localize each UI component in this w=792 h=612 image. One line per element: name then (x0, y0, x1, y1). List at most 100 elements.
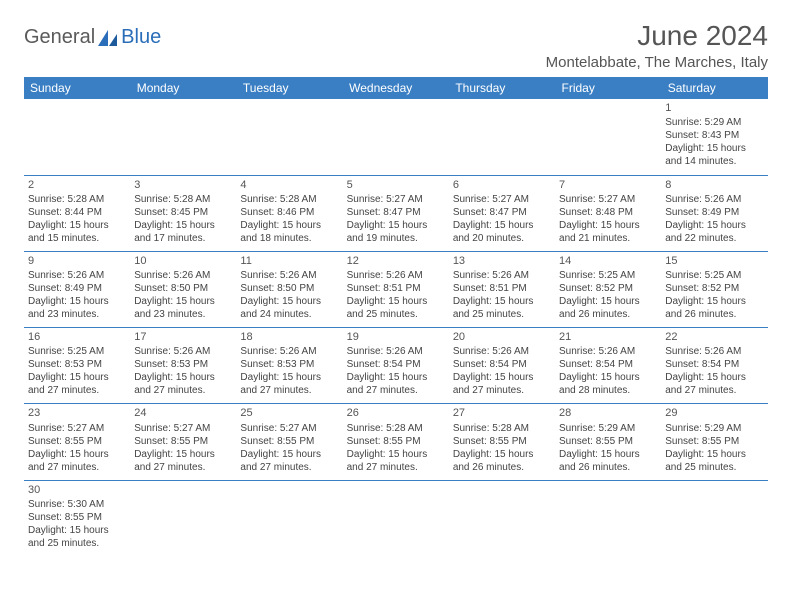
calendar-cell (343, 99, 449, 175)
calendar-cell: 29Sunrise: 5:29 AMSunset: 8:55 PMDayligh… (661, 404, 767, 480)
sunrise-text: Sunrise: 5:28 AM (28, 193, 126, 206)
calendar-cell: 13Sunrise: 5:26 AMSunset: 8:51 PMDayligh… (449, 251, 555, 327)
sunrise-text: Sunrise: 5:28 AM (347, 422, 445, 435)
calendar-row: 23Sunrise: 5:27 AMSunset: 8:55 PMDayligh… (24, 404, 768, 480)
sunset-text: Sunset: 8:50 PM (134, 282, 232, 295)
calendar-cell: 22Sunrise: 5:26 AMSunset: 8:54 PMDayligh… (661, 328, 767, 404)
header: General Blue June 2024 Montelabbate, The… (24, 20, 768, 71)
calendar-cell (130, 99, 236, 175)
daylight-text: Daylight: 15 hours and 28 minutes. (559, 371, 657, 397)
sunset-text: Sunset: 8:54 PM (453, 358, 551, 371)
daylight-text: Daylight: 15 hours and 27 minutes. (347, 371, 445, 397)
sunset-text: Sunset: 8:54 PM (665, 358, 763, 371)
calendar-cell: 2Sunrise: 5:28 AMSunset: 8:44 PMDaylight… (24, 175, 130, 251)
sunset-text: Sunset: 8:55 PM (240, 435, 338, 448)
daylight-text: Daylight: 15 hours and 19 minutes. (347, 219, 445, 245)
calendar-cell: 14Sunrise: 5:25 AMSunset: 8:52 PMDayligh… (555, 251, 661, 327)
calendar-cell (555, 99, 661, 175)
day-number: 13 (453, 254, 551, 268)
sunrise-text: Sunrise: 5:27 AM (453, 193, 551, 206)
calendar-cell: 1Sunrise: 5:29 AMSunset: 8:43 PMDaylight… (661, 99, 767, 175)
sunrise-text: Sunrise: 5:27 AM (28, 422, 126, 435)
calendar-row: 30Sunrise: 5:30 AMSunset: 8:55 PMDayligh… (24, 480, 768, 556)
calendar-cell (130, 480, 236, 556)
day-number: 30 (28, 483, 126, 497)
calendar-cell (24, 99, 130, 175)
weekday-header: Saturday (661, 77, 767, 99)
day-number: 14 (559, 254, 657, 268)
sunset-text: Sunset: 8:52 PM (665, 282, 763, 295)
calendar-row: 16Sunrise: 5:25 AMSunset: 8:53 PMDayligh… (24, 328, 768, 404)
day-number: 4 (240, 178, 338, 192)
sunset-text: Sunset: 8:51 PM (453, 282, 551, 295)
sunrise-text: Sunrise: 5:25 AM (665, 269, 763, 282)
sunset-text: Sunset: 8:43 PM (665, 129, 763, 142)
sunset-text: Sunset: 8:55 PM (28, 435, 126, 448)
calendar-cell: 24Sunrise: 5:27 AMSunset: 8:55 PMDayligh… (130, 404, 236, 480)
day-number: 20 (453, 330, 551, 344)
sail-icon (97, 29, 119, 47)
daylight-text: Daylight: 15 hours and 26 minutes. (453, 448, 551, 474)
sunset-text: Sunset: 8:48 PM (559, 206, 657, 219)
sunrise-text: Sunrise: 5:30 AM (28, 498, 126, 511)
sunset-text: Sunset: 8:49 PM (665, 206, 763, 219)
daylight-text: Daylight: 15 hours and 25 minutes. (665, 448, 763, 474)
sunrise-text: Sunrise: 5:29 AM (559, 422, 657, 435)
weekday-header: Tuesday (236, 77, 342, 99)
sunrise-text: Sunrise: 5:25 AM (559, 269, 657, 282)
calendar-cell (449, 480, 555, 556)
sunset-text: Sunset: 8:46 PM (240, 206, 338, 219)
month-title: June 2024 (546, 20, 768, 52)
sunset-text: Sunset: 8:54 PM (559, 358, 657, 371)
sunset-text: Sunset: 8:47 PM (453, 206, 551, 219)
day-number: 19 (347, 330, 445, 344)
calendar-cell: 11Sunrise: 5:26 AMSunset: 8:50 PMDayligh… (236, 251, 342, 327)
sunrise-text: Sunrise: 5:26 AM (28, 269, 126, 282)
sunrise-text: Sunrise: 5:28 AM (240, 193, 338, 206)
daylight-text: Daylight: 15 hours and 27 minutes. (240, 371, 338, 397)
daylight-text: Daylight: 15 hours and 17 minutes. (134, 219, 232, 245)
daylight-text: Daylight: 15 hours and 27 minutes. (28, 448, 126, 474)
day-number: 9 (28, 254, 126, 268)
sunrise-text: Sunrise: 5:26 AM (347, 345, 445, 358)
daylight-text: Daylight: 15 hours and 27 minutes. (347, 448, 445, 474)
calendar-cell: 9Sunrise: 5:26 AMSunset: 8:49 PMDaylight… (24, 251, 130, 327)
daylight-text: Daylight: 15 hours and 27 minutes. (28, 371, 126, 397)
calendar-cell: 19Sunrise: 5:26 AMSunset: 8:54 PMDayligh… (343, 328, 449, 404)
sunset-text: Sunset: 8:53 PM (28, 358, 126, 371)
daylight-text: Daylight: 15 hours and 25 minutes. (453, 295, 551, 321)
sunrise-text: Sunrise: 5:26 AM (240, 269, 338, 282)
sunset-text: Sunset: 8:50 PM (240, 282, 338, 295)
sunrise-text: Sunrise: 5:26 AM (559, 345, 657, 358)
calendar-cell: 23Sunrise: 5:27 AMSunset: 8:55 PMDayligh… (24, 404, 130, 480)
daylight-text: Daylight: 15 hours and 15 minutes. (28, 219, 126, 245)
sunrise-text: Sunrise: 5:27 AM (240, 422, 338, 435)
sunset-text: Sunset: 8:52 PM (559, 282, 657, 295)
weekday-header: Thursday (449, 77, 555, 99)
day-number: 21 (559, 330, 657, 344)
weekday-header-row: Sunday Monday Tuesday Wednesday Thursday… (24, 77, 768, 99)
calendar-cell: 15Sunrise: 5:25 AMSunset: 8:52 PMDayligh… (661, 251, 767, 327)
calendar-row: 2Sunrise: 5:28 AMSunset: 8:44 PMDaylight… (24, 175, 768, 251)
daylight-text: Daylight: 15 hours and 26 minutes. (665, 295, 763, 321)
day-number: 24 (134, 406, 232, 420)
calendar-cell (343, 480, 449, 556)
daylight-text: Daylight: 15 hours and 23 minutes. (134, 295, 232, 321)
day-number: 5 (347, 178, 445, 192)
calendar-cell: 26Sunrise: 5:28 AMSunset: 8:55 PMDayligh… (343, 404, 449, 480)
sunrise-text: Sunrise: 5:27 AM (134, 422, 232, 435)
day-number: 2 (28, 178, 126, 192)
daylight-text: Daylight: 15 hours and 27 minutes. (134, 448, 232, 474)
daylight-text: Daylight: 15 hours and 27 minutes. (453, 371, 551, 397)
calendar-cell: 21Sunrise: 5:26 AMSunset: 8:54 PMDayligh… (555, 328, 661, 404)
sunset-text: Sunset: 8:45 PM (134, 206, 232, 219)
daylight-text: Daylight: 15 hours and 20 minutes. (453, 219, 551, 245)
daylight-text: Daylight: 15 hours and 18 minutes. (240, 219, 338, 245)
calendar-cell: 7Sunrise: 5:27 AMSunset: 8:48 PMDaylight… (555, 175, 661, 251)
calendar-cell: 16Sunrise: 5:25 AMSunset: 8:53 PMDayligh… (24, 328, 130, 404)
daylight-text: Daylight: 15 hours and 25 minutes. (347, 295, 445, 321)
day-number: 12 (347, 254, 445, 268)
day-number: 29 (665, 406, 763, 420)
sunrise-text: Sunrise: 5:29 AM (665, 422, 763, 435)
calendar-cell: 25Sunrise: 5:27 AMSunset: 8:55 PMDayligh… (236, 404, 342, 480)
